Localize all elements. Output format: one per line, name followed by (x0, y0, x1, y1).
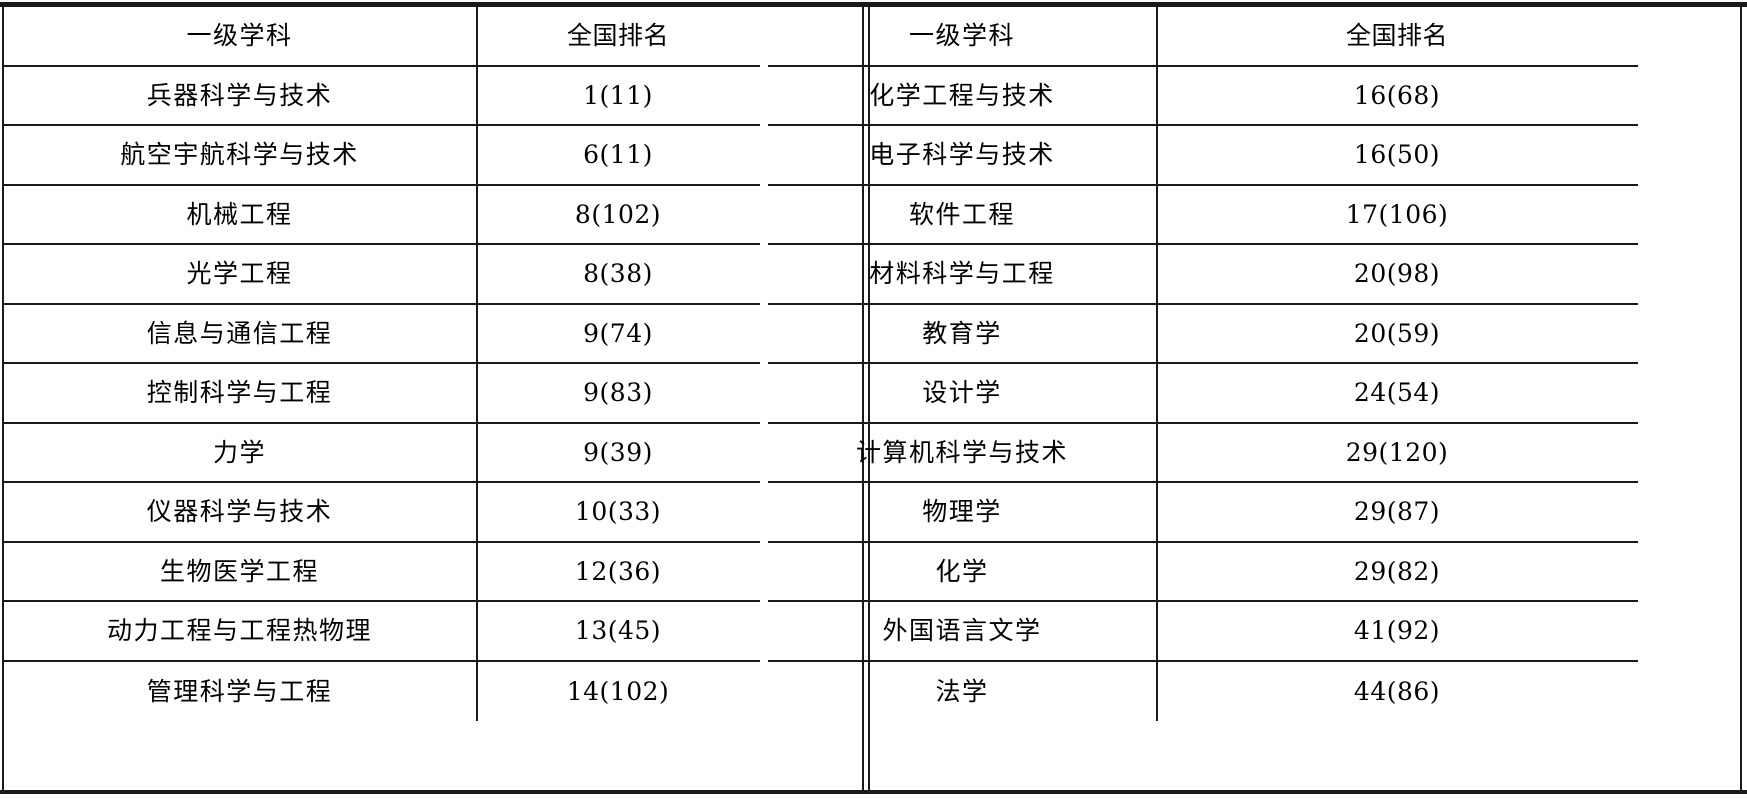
table-row: 力学 9(39) (3, 423, 760, 483)
cell-subject: 电子科学与技术 (768, 126, 1158, 184)
table-row: 机械工程 8(102) (3, 185, 760, 245)
table-top-rule (0, 2, 1747, 7)
cell-rank: 41(92) (1353, 616, 1441, 646)
table-row: 仪器科学与技术 10(33) (3, 483, 760, 543)
table-row: 光学工程 8(38) (3, 245, 760, 305)
table-left-border (2, 7, 4, 790)
table-header-row: 一级学科 全国排名 (768, 7, 1638, 67)
cell-subject: 机械工程 (3, 185, 478, 243)
table-row: 电子科学与技术 16(50) (768, 126, 1638, 186)
cell-subject: 光学工程 (3, 245, 478, 303)
table-row: 计算机科学与技术 29(120) (768, 423, 1638, 483)
cell-rank: 20(59) (1353, 318, 1441, 348)
table-row: 设计学 24(54) (768, 364, 1638, 424)
table-row: 管理科学与工程 14(102) (3, 661, 760, 721)
cell-rank: 9(83) (583, 378, 653, 408)
cell-subject: 兵器科学与技术 (3, 66, 478, 124)
table-right-border (1740, 7, 1742, 790)
cell-subject: 物理学 (768, 483, 1158, 541)
table-bottom-rule (0, 790, 1747, 794)
table-row: 材料科学与工程 20(98) (768, 245, 1638, 305)
cell-rank: 20(98) (1353, 259, 1441, 289)
cell-rank: 29(82) (1353, 556, 1441, 586)
header-subject: 一级学科 (768, 7, 1158, 65)
header-subject: 一级学科 (3, 7, 478, 65)
cell-rank: 9(74) (583, 318, 653, 348)
table-row: 法学 44(86) (768, 661, 1638, 721)
table-row: 物理学 29(87) (768, 483, 1638, 543)
center-double-divider (862, 7, 870, 790)
table-row: 软件工程 17(106) (768, 185, 1638, 245)
cell-rank: 24(54) (1353, 378, 1441, 408)
cell-subject: 法学 (768, 661, 1158, 721)
cell-subject: 设计学 (768, 364, 1158, 422)
cell-rank: 29(120) (1345, 437, 1449, 467)
cell-rank: 16(50) (1353, 140, 1441, 170)
cell-rank: 9(39) (583, 437, 653, 467)
cell-subject: 生物医学工程 (3, 542, 478, 600)
table-header-row: 一级学科 全国排名 (3, 7, 760, 67)
table-row: 教育学 20(59) (768, 304, 1638, 364)
table-row: 化学 29(82) (768, 542, 1638, 602)
table-row: 信息与通信工程 9(74) (3, 304, 760, 364)
cell-subject: 教育学 (768, 304, 1158, 362)
cell-rank: 8(38) (583, 259, 653, 289)
table-grid: 一级学科 全国排名 兵器科学与技术 1(11) 航空宇航科学与技术 6(11) … (0, 7, 1747, 790)
cell-subject: 外国语言文学 (768, 602, 1158, 660)
cell-subject: 化学 (768, 542, 1158, 600)
cell-rank: 10(33) (574, 497, 662, 527)
table-row: 动力工程与工程热物理 13(45) (3, 602, 760, 662)
cell-rank: 16(68) (1353, 80, 1441, 110)
cell-rank: 13(45) (574, 616, 662, 646)
cell-subject: 材料科学与工程 (768, 245, 1158, 303)
cell-rank: 12(36) (574, 556, 662, 586)
table-row: 化学工程与技术 16(68) (768, 66, 1638, 126)
cell-subject: 力学 (3, 423, 478, 481)
cell-rank: 44(86) (1353, 676, 1441, 706)
cell-rank: 29(87) (1353, 497, 1441, 527)
cell-subject: 信息与通信工程 (3, 304, 478, 362)
cell-subject: 管理科学与工程 (3, 661, 478, 721)
cell-subject: 化学工程与技术 (768, 66, 1158, 124)
header-rank: 全国排名 (1345, 21, 1448, 51)
center-divider-line-2 (868, 7, 870, 790)
table-row: 控制科学与工程 9(83) (3, 364, 760, 424)
cell-subject: 计算机科学与技术 (768, 423, 1158, 481)
cell-subject: 仪器科学与技术 (3, 483, 478, 541)
right-subtable: 一级学科 全国排名 化学工程与技术 16(68) 电子科学与技术 16(50) … (768, 7, 1638, 790)
cell-rank: 17(106) (1345, 199, 1449, 229)
cell-rank: 6(11) (583, 140, 653, 170)
cell-subject: 航空宇航科学与技术 (3, 126, 478, 184)
header-rank: 全国排名 (566, 21, 669, 51)
cell-subject: 控制科学与工程 (3, 364, 478, 422)
cell-rank: 1(11) (583, 80, 653, 110)
table-row: 兵器科学与技术 1(11) (3, 66, 760, 126)
table-row: 外国语言文学 41(92) (768, 602, 1638, 662)
table-row: 航空宇航科学与技术 6(11) (3, 126, 760, 186)
table-row: 生物医学工程 12(36) (3, 542, 760, 602)
cell-subject: 动力工程与工程热物理 (3, 602, 478, 660)
cell-rank: 8(102) (574, 199, 662, 229)
cell-subject: 软件工程 (768, 185, 1158, 243)
left-subtable: 一级学科 全国排名 兵器科学与技术 1(11) 航空宇航科学与技术 6(11) … (3, 7, 760, 790)
cell-rank: 14(102) (566, 676, 670, 706)
center-divider-line-1 (862, 7, 864, 790)
